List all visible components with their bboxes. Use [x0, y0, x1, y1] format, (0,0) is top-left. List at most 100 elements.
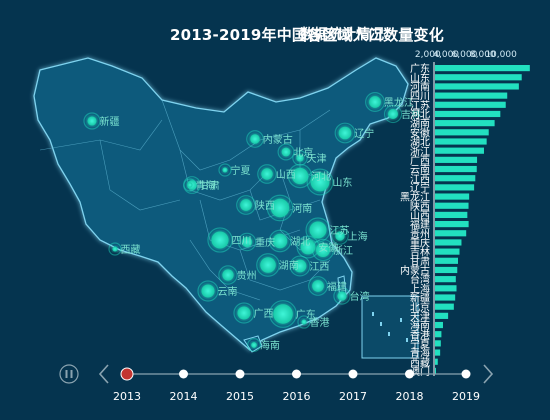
bubble-陕西[interactable] — [240, 199, 252, 211]
x-tick-label: 8,000 — [470, 50, 496, 60]
bar-辽宁[interactable] — [435, 184, 475, 191]
bar-江苏[interactable] — [435, 101, 506, 108]
bar-安徽[interactable] — [435, 129, 489, 136]
bar-广东[interactable] — [435, 65, 530, 72]
bubble-青海[interactable] — [187, 182, 193, 188]
bar-河南[interactable] — [435, 83, 519, 90]
bubble-广西[interactable] — [237, 306, 251, 320]
bubble-浙江[interactable] — [315, 242, 331, 258]
category-label-陕西: 陕西 — [410, 200, 430, 213]
bubble-内蒙古[interactable] — [250, 134, 260, 144]
bar-浙江[interactable] — [435, 147, 484, 154]
bubble-山西[interactable] — [261, 168, 273, 180]
bar-澳门[interactable] — [435, 367, 436, 374]
bar-海南[interactable] — [435, 321, 443, 329]
bar-福建[interactable] — [435, 221, 469, 228]
timeline-year-dot[interactable] — [461, 369, 471, 379]
bar-上海[interactable] — [435, 285, 457, 292]
timeline-year-dot[interactable] — [235, 369, 245, 379]
timeline-year-dot[interactable] — [405, 369, 414, 379]
bubble-江苏[interactable] — [309, 221, 327, 239]
bar-新疆[interactable] — [435, 294, 456, 301]
bubble-福建[interactable] — [312, 280, 324, 292]
bar-香港[interactable] — [435, 331, 442, 338]
province-bubbles — [83, 92, 403, 352]
pause-icon — [70, 370, 73, 378]
timeline-year-label[interactable]: 2017 — [339, 390, 367, 403]
timeline-year-dot[interactable] — [120, 367, 134, 381]
bar-广西[interactable] — [435, 156, 478, 163]
bar-台湾[interactable] — [435, 276, 456, 283]
bar-山东[interactable] — [435, 74, 522, 81]
bubble-贵州[interactable] — [222, 269, 234, 281]
bubble-ring-黑龙江 — [365, 92, 385, 112]
timeline-year-dot[interactable] — [179, 369, 188, 379]
bubble-吉林[interactable] — [388, 109, 398, 119]
bubble-四川[interactable] — [211, 231, 229, 249]
bar-云南[interactable] — [435, 165, 477, 173]
bubble-广东[interactable] — [273, 304, 293, 324]
south-china-sea-islands — [372, 312, 408, 342]
bubble-湖南[interactable] — [260, 257, 276, 273]
bubble-海南[interactable] — [251, 342, 257, 348]
bar-黑龙江[interactable] — [435, 193, 470, 200]
bubble-宁夏[interactable] — [222, 167, 228, 173]
bar-西藏[interactable] — [435, 358, 438, 365]
bar-湖北[interactable] — [435, 138, 487, 145]
map-label-香港: 香港 — [310, 317, 330, 329]
bar-吉林[interactable] — [435, 248, 460, 255]
bar-江西[interactable] — [435, 175, 476, 182]
category-label-台湾: 台湾 — [410, 273, 430, 286]
map-label-山东: 山东 — [332, 176, 352, 189]
bar-甘肃[interactable] — [435, 257, 459, 264]
bubble-北京[interactable] — [281, 147, 291, 157]
bar-青海[interactable] — [435, 349, 441, 356]
bar-内蒙古[interactable] — [435, 266, 458, 274]
bubble-山东[interactable] — [310, 172, 330, 192]
bar-四川[interactable] — [435, 92, 508, 99]
timeline-year-dot[interactable] — [292, 369, 301, 379]
bubble-ring-广东 — [269, 300, 297, 328]
bubble-台湾[interactable] — [337, 291, 347, 301]
timeline-year-label[interactable]: 2019 — [452, 390, 480, 403]
bar-宁夏[interactable] — [435, 340, 441, 347]
bubble-天津[interactable] — [296, 154, 304, 162]
bubble-新疆[interactable] — [87, 116, 97, 126]
category-label-湖南: 湖南 — [410, 117, 430, 130]
timeline[interactable]: 2013 2014 2015 2016 2017 2018 2019 — [59, 364, 494, 403]
next-chevron-icon[interactable] — [483, 364, 494, 384]
bubble-湖北[interactable] — [272, 233, 288, 249]
bubble-安徽[interactable] — [300, 239, 316, 255]
bubble-云南[interactable] — [201, 284, 215, 298]
timeline-year-label[interactable]: 2018 — [396, 390, 424, 403]
bar-湖南[interactable] — [435, 120, 495, 127]
bubble-江西[interactable] — [293, 259, 307, 273]
bubble-香港[interactable] — [301, 319, 307, 325]
timeline-year-label[interactable]: 2015 — [226, 390, 254, 403]
bubble-ring-山东 — [306, 168, 334, 196]
bar-陕西[interactable] — [435, 202, 469, 209]
bar-北京[interactable] — [435, 303, 454, 310]
bar-河北[interactable] — [435, 110, 501, 118]
bar-山西[interactable] — [435, 211, 468, 218]
prev-chevron-icon[interactable] — [98, 364, 109, 384]
bubble-河南[interactable] — [270, 198, 290, 218]
timeline-year-label[interactable]: 2014 — [170, 390, 198, 403]
bubble-ring-新疆 — [83, 112, 101, 130]
timeline-year-dot[interactable] — [348, 369, 358, 379]
bubble-西藏[interactable] — [112, 246, 118, 252]
bubble-辽宁[interactable] — [338, 126, 352, 140]
pause-button[interactable] — [59, 364, 79, 384]
bar-贵州[interactable] — [435, 230, 467, 237]
category-label-江苏: 江苏 — [410, 99, 430, 112]
timeline-year-label[interactable]: 2013 — [113, 390, 141, 403]
bubble-黑龙江[interactable] — [369, 96, 381, 108]
bubble-重庆[interactable] — [241, 236, 253, 248]
bubble-河北[interactable] — [291, 167, 309, 185]
timeline-year-label[interactable]: 2016 — [283, 390, 311, 403]
bar-天津[interactable] — [435, 312, 449, 319]
bar-重庆[interactable] — [435, 239, 462, 246]
bubble-ring-西藏 — [108, 242, 122, 256]
bubble-上海[interactable] — [335, 231, 345, 241]
